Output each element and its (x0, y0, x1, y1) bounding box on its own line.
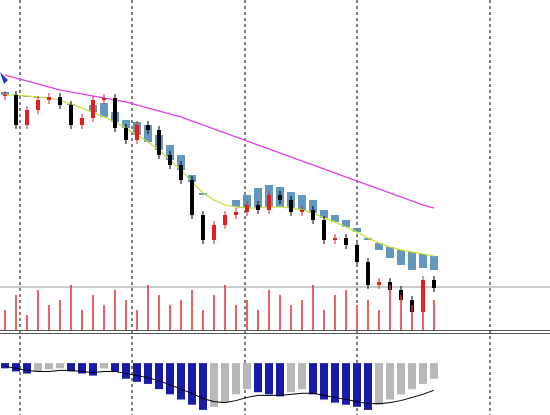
oscillator-bar (144, 363, 152, 384)
oscillator-bar (342, 363, 350, 405)
oscillator-bar (331, 363, 339, 403)
oscillator-bar (67, 363, 75, 372)
oscillator-bar (12, 363, 20, 372)
oscillator-bar (155, 363, 163, 390)
oscillator-bar (386, 363, 394, 400)
oscillator-bar (276, 363, 284, 397)
oscillator-bar (232, 363, 240, 395)
line (4, 74, 435, 209)
oscillator-bar (56, 363, 64, 369)
oscillator-bar (210, 363, 218, 407)
oscillator-bar (166, 363, 174, 395)
oscillator-bar (89, 363, 97, 376)
oscillator-bar (188, 363, 196, 405)
oscillator-bar (254, 363, 262, 393)
oscillator-bar (133, 363, 141, 382)
oscillator-bar (122, 363, 130, 379)
oscillator-bar (397, 363, 405, 395)
oscillator-bar (298, 363, 306, 390)
oscillator-bar (419, 363, 427, 384)
oscillator-bar (375, 363, 383, 405)
oscillator-bar (23, 363, 31, 374)
oscillator-bar (309, 363, 317, 395)
oscillator-bar (353, 363, 361, 407)
oscillator-bar (34, 363, 42, 372)
oscillator-bar (111, 363, 119, 372)
oscillator-bar (221, 363, 229, 403)
oscillator-bar (100, 363, 108, 369)
oscillator-bar (177, 363, 185, 400)
oscillator-bar (45, 363, 53, 370)
oscillator-bar (320, 363, 328, 400)
oscillator-bar (430, 363, 438, 379)
line (5, 94, 435, 257)
oscillator-bar (364, 363, 372, 410)
oscillator-bar (408, 363, 416, 390)
line (4, 365, 435, 405)
oscillator-bar (287, 363, 295, 393)
oscillator-bar (265, 363, 273, 395)
oscillator-bar (243, 363, 251, 390)
oscillator-bar (1, 363, 9, 369)
arrow-marker (0, 72, 8, 84)
oscillator-bar (199, 363, 207, 410)
oscillator-bar (78, 363, 86, 374)
